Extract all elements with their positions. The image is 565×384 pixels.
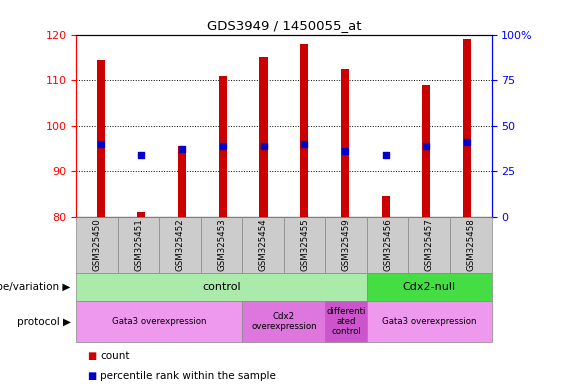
Title: GDS3949 / 1450055_at: GDS3949 / 1450055_at <box>207 19 361 32</box>
Text: count: count <box>100 351 129 361</box>
Bar <box>463 39 471 217</box>
Text: control: control <box>202 282 241 292</box>
Text: ■: ■ <box>88 371 97 381</box>
Text: GSM325451: GSM325451 <box>134 218 143 271</box>
Text: Gata3 overexpression: Gata3 overexpression <box>112 317 207 326</box>
Text: Gata3 overexpression: Gata3 overexpression <box>382 317 476 326</box>
Point <box>381 152 390 159</box>
Point <box>422 143 431 149</box>
Point <box>177 146 186 152</box>
Point <box>137 152 146 159</box>
Text: GSM325450: GSM325450 <box>93 218 102 271</box>
Point <box>218 143 227 149</box>
Text: differenti
ated
control: differenti ated control <box>327 307 366 336</box>
Text: Cdx2
overexpression: Cdx2 overexpression <box>251 312 317 331</box>
Text: genotype/variation ▶: genotype/variation ▶ <box>0 282 71 292</box>
Bar <box>219 76 227 217</box>
Point <box>300 141 309 147</box>
Bar <box>97 60 105 217</box>
Text: GSM325456: GSM325456 <box>383 218 392 271</box>
Bar <box>259 57 268 217</box>
Bar <box>137 212 146 217</box>
Bar <box>341 69 349 217</box>
Point <box>463 139 472 145</box>
Text: GSM325452: GSM325452 <box>176 218 185 271</box>
Point <box>96 141 105 147</box>
Bar <box>381 197 390 217</box>
Text: GSM325453: GSM325453 <box>217 218 226 271</box>
Text: ■: ■ <box>88 351 97 361</box>
Text: GSM325455: GSM325455 <box>300 218 309 271</box>
Text: protocol ▶: protocol ▶ <box>16 316 71 327</box>
Text: GSM325458: GSM325458 <box>466 218 475 271</box>
Text: GSM325459: GSM325459 <box>342 218 351 271</box>
Bar <box>300 44 308 217</box>
Point <box>259 143 268 149</box>
Bar <box>423 85 431 217</box>
Text: GSM325454: GSM325454 <box>259 218 268 271</box>
Text: Cdx2-null: Cdx2-null <box>403 282 456 292</box>
Bar <box>178 146 186 217</box>
Point <box>341 148 350 154</box>
Text: GSM325457: GSM325457 <box>425 218 434 271</box>
Text: percentile rank within the sample: percentile rank within the sample <box>100 371 276 381</box>
